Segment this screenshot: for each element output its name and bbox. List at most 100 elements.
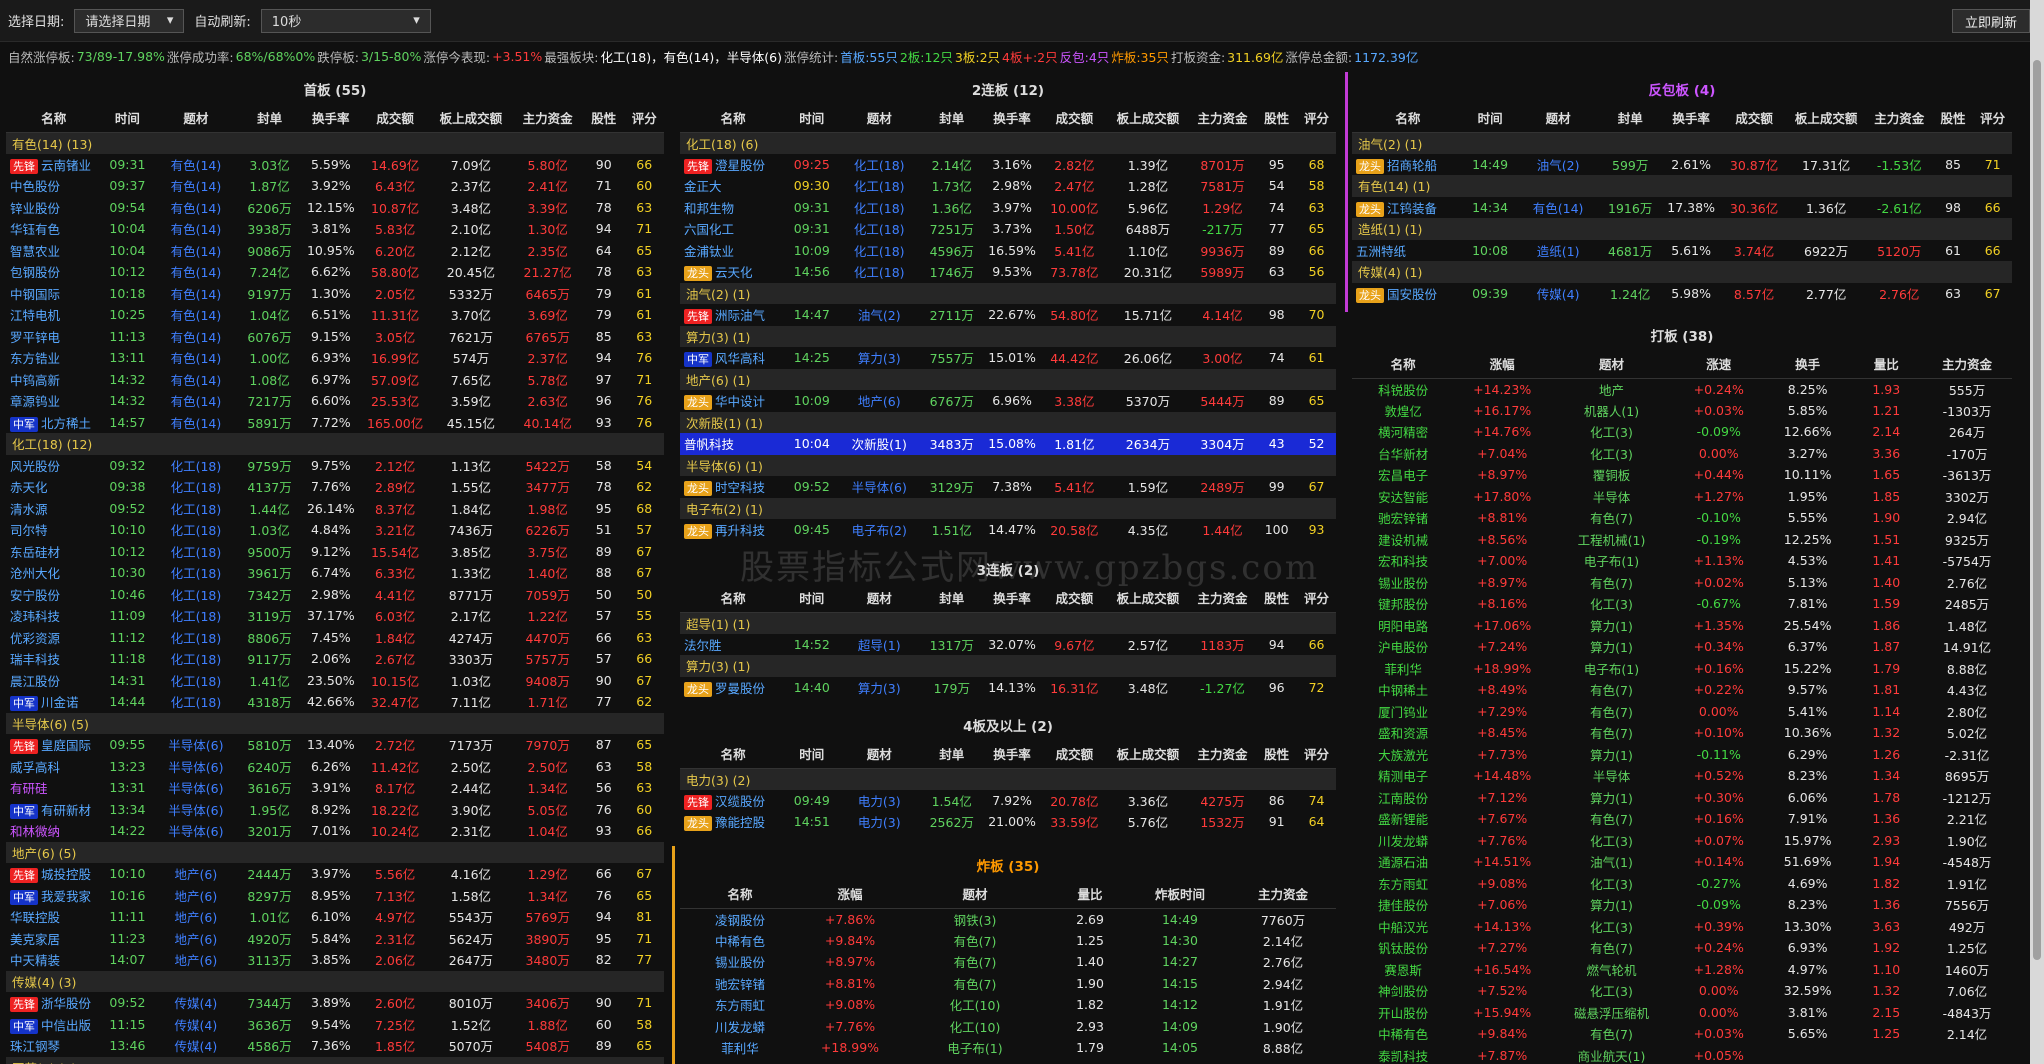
theme-cell[interactable]: 化工(10): [949, 1019, 1001, 1035]
table-row[interactable]: 龙头 豫能控股 14:51 电力(3) 2562万 21.00% 33.59亿 5.76亿 15…: [680, 811, 1336, 833]
stock-name[interactable]: 中钢国际: [10, 286, 61, 302]
stock-name-cell[interactable]: 龙头 招商轮船: [1352, 154, 1464, 176]
stock-name[interactable]: 罗曼股份: [715, 680, 766, 696]
table-row[interactable]: 江特电机 10:25 有色(14) 1.04亿 6.51% 11.31亿 3.70亿 3.69…: [6, 304, 664, 326]
column-header[interactable]: 股性: [1256, 104, 1298, 133]
stock-name[interactable]: 洲际油气: [715, 308, 766, 324]
stock-name[interactable]: 安达智能: [1378, 489, 1429, 505]
theme-cell[interactable]: 电子布(1): [1583, 554, 1640, 570]
theme-cell[interactable]: 半导体(6): [168, 824, 224, 840]
stock-name-cell[interactable]: 先锋 汉缆股份: [680, 790, 786, 812]
theme-cell[interactable]: 有色(14): [170, 222, 222, 238]
column-header[interactable]: 主力资金: [1188, 740, 1257, 769]
column-header[interactable]: 主力资金: [1230, 880, 1336, 909]
table-row[interactable]: 中色股份 09:37 有色(14) 1.87亿 3.92% 6.43亿 2.37亿 2.41亿…: [6, 175, 664, 197]
column-header[interactable]: 评分: [1297, 740, 1336, 769]
theme-cell[interactable]: 化工(3): [1590, 446, 1633, 462]
group-row[interactable]: 有色(14) (1): [1352, 175, 2012, 197]
stock-name-cell[interactable]: 六国化工: [680, 218, 786, 240]
stock-name[interactable]: 江南股份: [1378, 790, 1429, 806]
stock-name-cell[interactable]: 金正大: [680, 175, 786, 197]
stock-name[interactable]: 有研新材: [41, 802, 92, 818]
theme-cell[interactable]: 油气(2): [857, 308, 901, 324]
theme-cell[interactable]: 有色(14): [170, 200, 222, 216]
table-row[interactable]: 凌钢股份 +7.86% 钢铁(3) 2.69 14:49 7760万: [680, 908, 1336, 930]
column-header[interactable]: 主力资金: [512, 104, 583, 133]
column-header[interactable]: 名称: [1352, 104, 1464, 133]
column-header[interactable]: 名称: [6, 104, 102, 133]
stock-name[interactable]: 中稀有色: [1378, 1027, 1429, 1043]
column-header[interactable]: 股性: [1932, 104, 1974, 133]
table-row[interactable]: 中天精装 14:07 地产(6) 3113万 3.85% 2.06亿 2647万 3480万 8…: [6, 949, 664, 971]
stock-name[interactable]: 捷佳股份: [1378, 898, 1429, 914]
column-header[interactable]: 换手: [1764, 350, 1851, 379]
stock-name[interactable]: 锌业股份: [10, 200, 61, 216]
table-row[interactable]: 五洲特纸 10:08 造纸(1) 4681万 5.61% 3.74亿 6922万 5120万 6…: [1352, 240, 2012, 262]
stock-name[interactable]: 江钨装备: [1387, 200, 1438, 216]
stock-name[interactable]: 罗平锌电: [10, 329, 61, 345]
theme-cell[interactable]: 化工(3): [1590, 984, 1633, 1000]
table-row[interactable]: 金正大 09:30 化工(18) 1.73亿 2.98% 2.47亿 1.28亿 7581万 5…: [680, 175, 1336, 197]
column-header[interactable]: 题材: [1550, 350, 1673, 379]
stock-name-cell[interactable]: 沧州大化: [6, 562, 101, 584]
theme-cell[interactable]: 化工(18): [170, 566, 222, 582]
theme-cell[interactable]: 化工(18): [170, 480, 222, 496]
theme-cell[interactable]: 有色(14): [170, 243, 222, 259]
table-row[interactable]: 中钢稀土 +8.49% 有色(7) +0.22% 9.57% 1.81 4.43亿: [1352, 679, 2012, 701]
group-row[interactable]: 半导体(6) (5): [6, 712, 664, 734]
table-row[interactable]: 沪电股份 +7.24% 算力(1) +0.34% 6.37% 1.87 14.91亿: [1352, 636, 2012, 658]
theme-cell[interactable]: 算力(1): [1590, 618, 1633, 634]
theme-cell[interactable]: 商业航天(1): [1577, 1048, 1646, 1064]
stock-name[interactable]: 开山股份: [1378, 1005, 1429, 1021]
stock-name[interactable]: 中钢稀土: [1378, 683, 1429, 699]
theme-cell[interactable]: 化工(18): [853, 200, 905, 216]
column-header[interactable]: 题材: [1516, 104, 1600, 133]
column-header[interactable]: 题材: [837, 584, 922, 613]
stock-name[interactable]: 司尔特: [10, 523, 48, 539]
column-header[interactable]: 换手率: [300, 104, 361, 133]
stock-name-cell[interactable]: 章源钨业: [6, 390, 101, 412]
stock-name[interactable]: 章源钨业: [10, 394, 61, 410]
table-row[interactable]: 川发龙蟒 +7.76% 化工(10) 2.93 14:09 1.90亿: [680, 1016, 1336, 1038]
theme-cell[interactable]: 化工(10): [949, 998, 1001, 1014]
table-row[interactable]: 中军 中信出版 11:15 传媒(4) 3636万 9.54% 7.25亿 1.52亿 1.88…: [6, 1014, 664, 1036]
stock-name-cell[interactable]: 中军 中信出版: [6, 1014, 101, 1036]
table-row[interactable]: 锌业股份 09:54 有色(14) 6206万 12.15% 10.87亿 3.48亿 3.3…: [6, 197, 664, 219]
stock-name[interactable]: 宏和科技: [1378, 554, 1429, 570]
table-row[interactable]: 科锐股份 +14.23% 地产 +0.24% 8.25% 1.93 555万: [1352, 378, 2012, 400]
column-header[interactable]: 主力资金: [1188, 584, 1257, 613]
column-header[interactable]: 主力资金: [1865, 104, 1933, 133]
table-row[interactable]: 安宁股份 10:46 化工(18) 7342万 2.98% 4.41亿 8771万 7059万…: [6, 584, 664, 606]
stock-name-cell[interactable]: 中军 川金诺: [6, 691, 101, 713]
theme-cell[interactable]: 化工(18): [170, 609, 222, 625]
table-row[interactable]: 敦煌亿 +16.17% 机器人(1) +0.03% 5.85% 1.21 -1303万: [1352, 400, 2012, 422]
stock-name[interactable]: 中色股份: [10, 179, 61, 195]
stock-name-cell[interactable]: 法尔胜: [680, 634, 786, 656]
stock-name-cell[interactable]: 中军 我爱我家: [6, 885, 101, 907]
theme-cell[interactable]: 有色(7): [953, 933, 997, 949]
column-header[interactable]: 名称: [680, 740, 787, 769]
table-row[interactable]: 厦门钨业 +7.29% 有色(7) 0.00% 5.41% 1.14 2.80亿: [1352, 701, 2012, 723]
table-row[interactable]: 东方锆业 13:11 有色(14) 1.00亿 6.93% 16.99亿 574万 2.37亿…: [6, 347, 664, 369]
column-header[interactable]: 评分: [1973, 104, 2012, 133]
theme-cell[interactable]: 化工(18): [853, 243, 905, 259]
stock-name-cell[interactable]: 赤天化: [6, 476, 101, 498]
stock-name[interactable]: 东方雨虹: [1378, 876, 1429, 892]
theme-cell[interactable]: 有色(7): [1590, 511, 1633, 527]
stock-name[interactable]: 钒钛股份: [1378, 941, 1429, 957]
stock-name[interactable]: 凌玮科技: [10, 609, 61, 625]
table-row[interactable]: 神剑股份 +7.52% 化工(3) 0.00% 32.59% 1.32 7.06亿: [1352, 980, 2012, 1002]
table-row[interactable]: 台华新材 +7.04% 化工(3) 0.00% 3.27% 3.36 -170万: [1352, 443, 2012, 465]
table-row[interactable]: 先锋 汉缆股份 09:49 电力(3) 1.54亿 7.92% 20.78亿 3.36亿 427…: [680, 790, 1336, 812]
table-row[interactable]: 先锋 城投控股 10:10 地产(6) 2444万 3.97% 5.56亿 4.16亿 1.29…: [6, 863, 664, 885]
column-header[interactable]: 时间: [101, 104, 154, 133]
theme-cell[interactable]: 地产(6): [174, 867, 218, 883]
theme-cell[interactable]: 半导体(6): [168, 781, 224, 797]
table-row[interactable]: 罗平锌电 11:13 有色(14) 6076万 9.15% 3.05亿 7621万 6765万…: [6, 326, 664, 348]
stock-name[interactable]: 宏昌电子: [1378, 468, 1429, 484]
column-header[interactable]: 股性: [1256, 584, 1298, 613]
column-header[interactable]: 板上成交额: [429, 104, 513, 133]
table-row[interactable]: 东方雨虹 +9.08% 化工(3) -0.27% 4.69% 1.82 1.91亿: [1352, 873, 2012, 895]
stock-name[interactable]: 建设机械: [1378, 532, 1429, 548]
column-header[interactable]: 时间: [786, 584, 838, 613]
